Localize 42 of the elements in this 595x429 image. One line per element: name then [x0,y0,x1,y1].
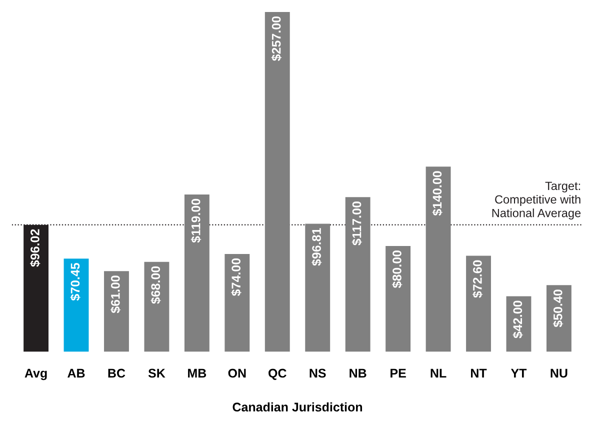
data-label: $70.45 [70,262,80,301]
data-label: $80.00 [392,250,402,288]
x-tick-label: NS [310,368,326,378]
x-tick-label: NT [471,368,487,378]
bar [224,254,250,352]
data-label: $96.81 [312,228,322,266]
x-tick-label: ON [228,368,246,378]
ref-line-label: Target: Competitive with National Average [492,182,581,220]
x-tick-label: PE [390,368,406,378]
data-label: $117.00 [352,202,362,246]
x-tick-label: Avg [24,368,47,380]
data-label: $140.00 [432,171,442,216]
x-tick-label: QC [268,368,286,380]
bar [144,262,170,352]
x-tick-label: YT [510,368,527,378]
x-tick-label: MB [188,368,206,378]
bar [64,258,89,352]
bar [546,285,572,352]
bar [264,12,290,352]
x-tick-label: AB [68,368,85,378]
x-tick-label: SK [148,368,166,378]
data-label: $61.00 [110,276,121,314]
x-axis-title: Canadian Jurisdiction [232,402,362,412]
bar [305,224,330,352]
bar [466,256,491,352]
x-tick-label: NL [430,368,446,378]
data-label: $50.40 [552,290,564,328]
data-label: $119.00 [190,198,202,243]
x-tick-label: NU [550,368,568,378]
data-label: $74.00 [231,258,242,296]
bar [386,246,411,352]
bar [426,166,451,352]
data-label: $257.00 [271,16,282,61]
bar [184,194,210,352]
x-tick-label: NB [350,368,366,378]
bar [345,197,370,352]
bar [104,271,129,352]
data-label: $72.60 [472,260,483,298]
data-label: $96.02 [30,229,40,267]
data-label: $42.00 [512,300,523,338]
x-tick-label: BC [108,368,126,378]
data-label: $68.00 [150,266,161,304]
